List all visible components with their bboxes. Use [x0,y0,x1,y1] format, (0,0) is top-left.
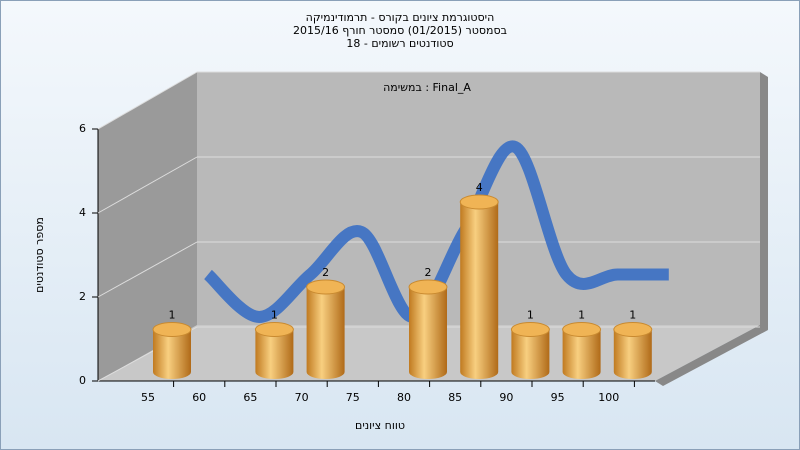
y-tick-label: 0 [79,374,86,387]
bar [613,322,653,380]
bar-body [562,329,601,380]
bar-top [459,194,499,210]
bar-body [511,329,550,379]
chart-title: היסטוגרמת ציונים בקורס - תרמודינמיקה [306,11,495,24]
x-tick-label: 95 [551,391,565,404]
bar-body [255,329,294,380]
titles: היסטוגרמת ציונים בקורס - תרמודינמיקהבסמס… [293,11,507,50]
bar [408,279,448,379]
x-axis-label: טווח ציונים [355,419,405,432]
x-tick-label: 75 [346,391,360,404]
grid-line [97,156,198,214]
bar-top [254,322,294,337]
x-tick-label: 65 [243,391,257,404]
value-label: 1 [271,309,278,322]
wall-edge [760,72,768,330]
value-label: 1 [578,309,585,322]
x-tick-label: 60 [192,391,206,404]
bar-top [613,322,653,337]
bar-body [153,329,191,379]
bar-top [306,279,346,295]
value-label: 1 [629,309,636,322]
bar-body [460,202,499,380]
subtitle: במשימה : Final_A [383,81,471,94]
x-tick-label: 90 [499,391,513,404]
grid-line [97,71,198,130]
chart-title: סטודנטים רשומים - 18 [346,37,453,50]
bar [459,194,499,380]
y-tick-label: 6 [79,122,86,135]
y-tick-label: 2 [79,290,86,303]
line-ribbon [203,140,669,324]
value-label: 2 [425,266,432,279]
bar-body [409,287,447,379]
bar [254,322,294,380]
bar-top [408,279,448,295]
bar [562,322,602,380]
bar [152,322,192,379]
value-label: 4 [476,181,483,194]
chart-title: בסמסטר (01/2015) סמסטר חורף 2015/16 [293,24,507,37]
x-tick-label: 100 [598,391,619,404]
y-axis-label: מספר סטודנטים [33,217,46,293]
bar-top [562,322,602,337]
value-label: 2 [322,266,329,279]
value-label: 1 [527,309,534,322]
grid-line [97,241,198,298]
x-tick-label: 80 [397,391,411,404]
bar [510,322,550,379]
bar-body [306,287,345,380]
floor-edge [655,325,768,386]
x-tick-label: 85 [448,391,462,404]
value-label: 1 [169,309,176,322]
y-tick-label: 4 [79,206,86,219]
bar-top [510,322,550,337]
bar-body [613,329,652,380]
x-tick-label: 70 [295,391,309,404]
left-wall [98,72,197,381]
bar [306,279,346,380]
bar-top [152,322,192,337]
x-tick-label: 55 [141,391,155,404]
